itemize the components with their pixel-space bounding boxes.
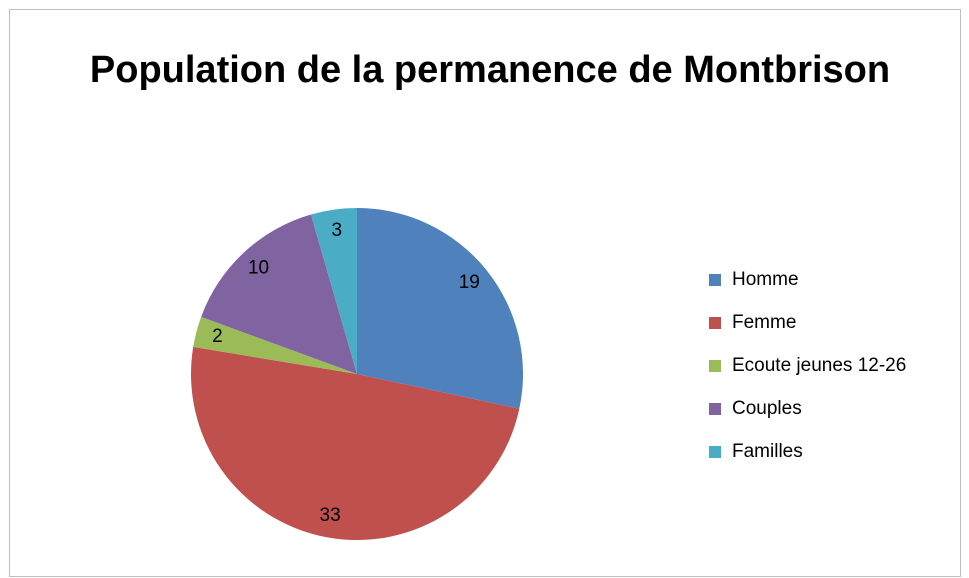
legend-label: Couples — [732, 398, 802, 419]
pie-slice — [357, 208, 523, 409]
legend-label: Ecoute jeunes 12-26 — [732, 355, 906, 376]
chart-title: Population de la permanence de Montbriso… — [90, 49, 890, 91]
data-label: 3 — [331, 220, 342, 241]
data-label: 33 — [320, 505, 341, 526]
legend-label: Femme — [732, 312, 796, 333]
legend-label: Homme — [732, 269, 799, 290]
pie-slice — [310, 208, 357, 374]
pie-slice — [201, 214, 357, 374]
legend-swatch — [709, 360, 721, 372]
legend-label: Familles — [732, 441, 803, 462]
legend-swatch — [709, 446, 721, 458]
pie-slice — [193, 316, 357, 374]
data-label: 10 — [248, 257, 269, 278]
legend-swatch — [709, 317, 721, 329]
data-label: 2 — [212, 326, 223, 347]
legend-swatch — [709, 274, 721, 286]
pie-slice — [191, 346, 520, 540]
legend-swatch — [709, 403, 721, 415]
data-label: 19 — [459, 272, 480, 293]
